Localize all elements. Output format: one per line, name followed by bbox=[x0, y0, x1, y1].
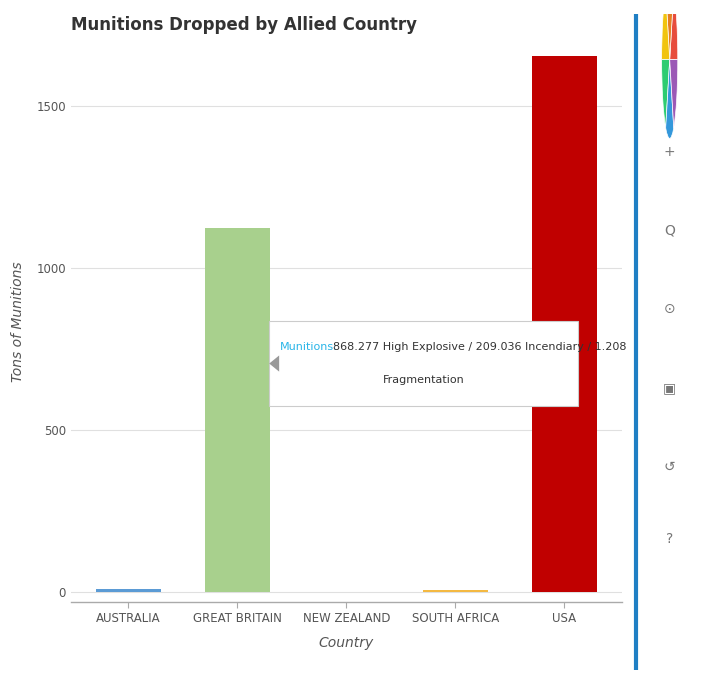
Bar bbox=[423, 590, 488, 592]
X-axis label: Country: Country bbox=[319, 636, 374, 650]
Bar bbox=[532, 56, 597, 592]
Polygon shape bbox=[269, 356, 279, 371]
Wedge shape bbox=[670, 0, 678, 60]
Y-axis label: Tons of Munitions: Tons of Munitions bbox=[11, 261, 25, 382]
Text: Q: Q bbox=[665, 224, 675, 237]
Text: ⊙: ⊙ bbox=[664, 302, 675, 316]
Text: 868.277 High Explosive / 209.036 Incendiary / 1.208: 868.277 High Explosive / 209.036 Incendi… bbox=[332, 342, 626, 352]
Bar bbox=[205, 228, 270, 592]
Text: ?: ? bbox=[666, 532, 673, 546]
Text: ▣: ▣ bbox=[663, 381, 677, 395]
Wedge shape bbox=[666, 0, 674, 60]
Wedge shape bbox=[670, 60, 678, 128]
Text: ↺: ↺ bbox=[664, 460, 675, 474]
Text: Munitions:: Munitions: bbox=[280, 342, 338, 352]
Text: Fragmentation: Fragmentation bbox=[382, 376, 464, 385]
Text: Munitions Dropped by Allied Country: Munitions Dropped by Allied Country bbox=[71, 16, 416, 34]
Wedge shape bbox=[662, 0, 670, 60]
Bar bbox=[95, 589, 161, 592]
Wedge shape bbox=[666, 60, 674, 138]
Wedge shape bbox=[662, 60, 670, 128]
FancyBboxPatch shape bbox=[269, 321, 578, 406]
Text: +: + bbox=[664, 144, 675, 159]
